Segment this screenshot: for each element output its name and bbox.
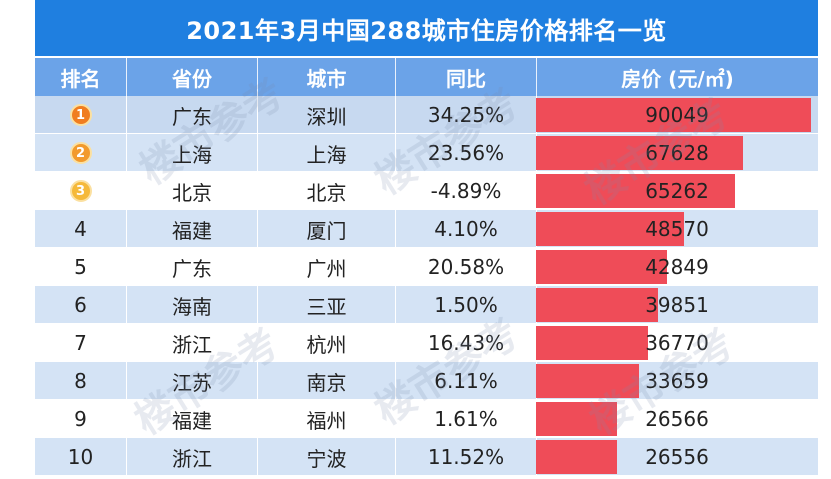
price-label: 65262 xyxy=(645,179,709,203)
price-bar xyxy=(536,288,658,322)
price-ranking-table: 2021年3月中国288城市住房价格排名一览 排名 省份 城市 同比 房价 (元… xyxy=(35,0,818,479)
city-cell: 上海 xyxy=(306,142,347,167)
city-cell: 杭州 xyxy=(306,332,347,357)
table-row: 6 海南 三亚 1.50% 39851 xyxy=(35,286,818,324)
header-price: 房价 (元/㎡) xyxy=(621,66,734,91)
province-cell: 福建 xyxy=(172,218,212,243)
province-cell: 上海 xyxy=(172,142,212,167)
table-row: 3 北京 北京 -4.89% 65262 xyxy=(35,172,818,210)
price-label: 36770 xyxy=(645,331,709,355)
table-header-row: 排名 省份 城市 同比 房价 (元/㎡) xyxy=(35,58,818,96)
rank-cell: 4 xyxy=(74,217,87,241)
price-bar xyxy=(536,98,811,132)
price-label: 26566 xyxy=(645,407,709,431)
rank-medal-icon: 1 xyxy=(69,104,92,126)
table-row: 4 福建 厦门 4.10% 48570 xyxy=(35,210,818,248)
city-cell: 南京 xyxy=(306,370,347,395)
price-label: 39851 xyxy=(645,293,709,317)
price-bar xyxy=(536,212,684,246)
yoy-cell: 1.61% xyxy=(434,407,498,431)
table-row: 7 浙江 杭州 16.43% 36770 xyxy=(35,324,818,362)
table-row: 1 广东 深圳 34.25% 90049 xyxy=(35,96,818,134)
price-label: 67628 xyxy=(645,141,709,165)
yoy-cell: 11.52% xyxy=(427,445,505,469)
province-cell: 广东 xyxy=(172,104,212,129)
rank-cell: 2 xyxy=(35,134,126,172)
price-bar xyxy=(536,136,743,170)
rank-cell: 7 xyxy=(74,331,87,355)
province-cell: 浙江 xyxy=(172,332,212,357)
city-cell: 深圳 xyxy=(306,104,347,129)
yoy-cell: 6.11% xyxy=(434,369,498,393)
table-row: 10 浙江 宁波 11.52% 26556 xyxy=(35,438,818,476)
table-title: 2021年3月中国288城市住房价格排名一览 xyxy=(35,0,818,56)
price-label: 26556 xyxy=(645,445,709,469)
rank-cell: 3 xyxy=(35,172,126,210)
table-row: 5 广东 广州 20.58% 42849 xyxy=(35,248,818,286)
province-cell: 江苏 xyxy=(172,370,212,395)
city-cell: 广州 xyxy=(306,256,347,281)
yoy-cell: 23.56% xyxy=(427,141,505,165)
table-row: 2 上海 上海 23.56% 67628 xyxy=(35,134,818,172)
province-cell: 浙江 xyxy=(172,446,212,471)
province-cell: 福建 xyxy=(172,408,212,433)
price-label: 90049 xyxy=(645,103,709,127)
rank-cell: 1 xyxy=(35,96,126,134)
yoy-cell: 1.50% xyxy=(434,293,498,317)
rank-medal-icon: 3 xyxy=(69,180,92,202)
table-row: 8 江苏 南京 6.11% 33659 xyxy=(35,362,818,400)
price-bar xyxy=(536,326,648,360)
city-cell: 厦门 xyxy=(306,218,347,243)
yoy-cell: -4.89% xyxy=(430,179,502,203)
rank-cell: 10 xyxy=(67,445,94,469)
city-cell: 三亚 xyxy=(306,294,347,319)
city-cell: 福州 xyxy=(306,408,347,433)
rank-cell: 8 xyxy=(74,369,87,393)
header-yoy: 同比 xyxy=(446,66,486,91)
province-cell: 海南 xyxy=(172,294,212,319)
price-label: 42849 xyxy=(645,255,709,279)
yoy-cell: 20.58% xyxy=(427,255,505,279)
header-city: 城市 xyxy=(306,66,347,91)
province-cell: 北京 xyxy=(172,180,212,205)
rank-cell: 9 xyxy=(74,407,87,431)
yoy-cell: 4.10% xyxy=(434,217,498,241)
price-bar xyxy=(536,440,617,474)
price-bar xyxy=(536,174,735,208)
city-cell: 宁波 xyxy=(306,446,347,471)
price-label: 48570 xyxy=(645,217,709,241)
yoy-cell: 34.25% xyxy=(427,103,505,127)
price-bar xyxy=(536,402,617,436)
price-bar xyxy=(536,250,667,284)
rank-cell: 6 xyxy=(74,293,87,317)
yoy-cell: 16.43% xyxy=(427,331,505,355)
header-province: 省份 xyxy=(172,66,212,91)
rank-medal-icon: 2 xyxy=(69,142,92,164)
price-label: 33659 xyxy=(645,369,709,393)
city-cell: 北京 xyxy=(306,180,347,205)
price-bar xyxy=(536,364,639,398)
table-row: 9 福建 福州 1.61% 26566 xyxy=(35,400,818,438)
province-cell: 广东 xyxy=(172,256,212,281)
rank-cell: 5 xyxy=(74,255,87,279)
header-rank: 排名 xyxy=(60,66,101,91)
